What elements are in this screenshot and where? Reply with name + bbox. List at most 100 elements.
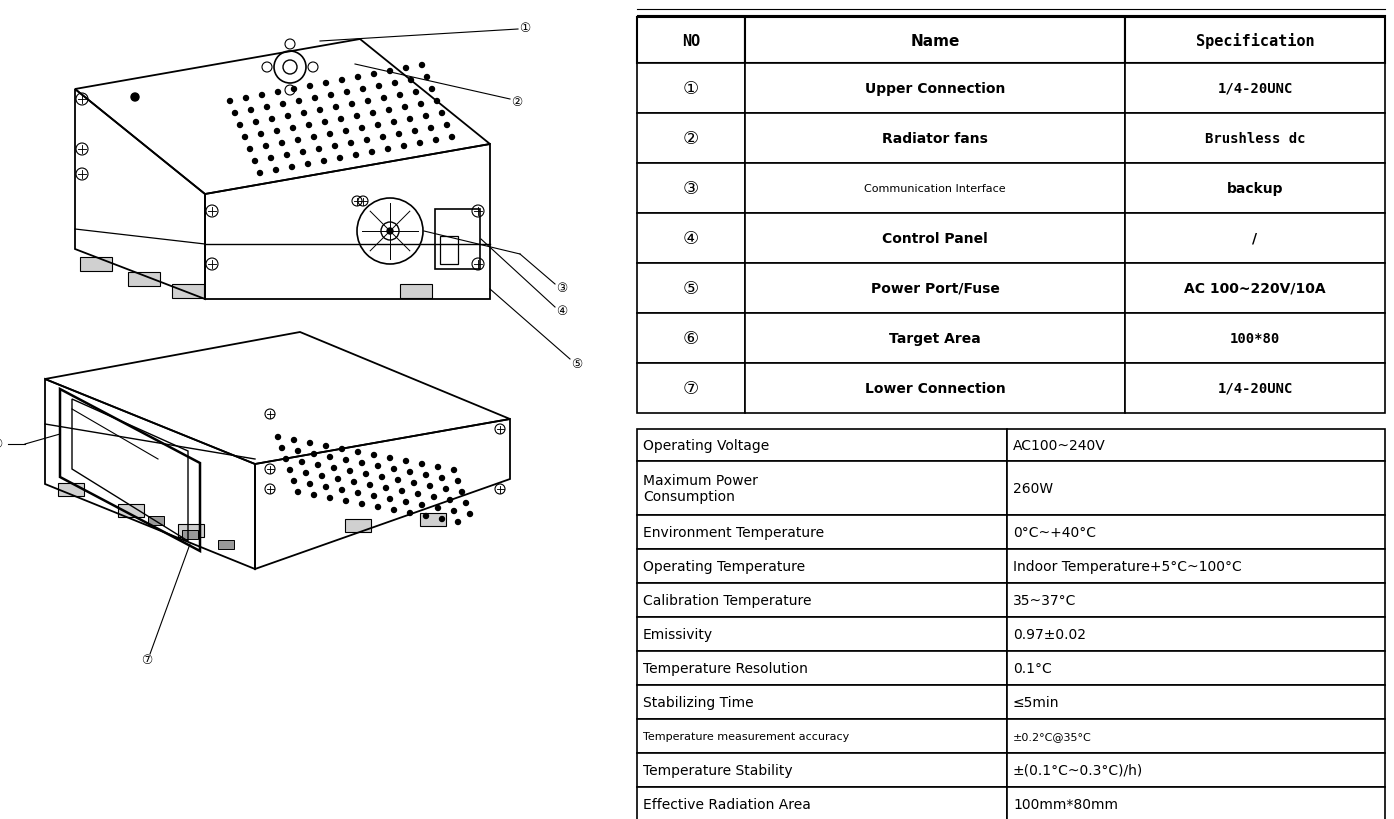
Bar [637,583,1006,618]
Circle shape [371,72,376,78]
Circle shape [254,120,258,125]
Circle shape [296,138,301,143]
Bar [1125,114,1386,164]
Circle shape [435,465,441,470]
Circle shape [347,469,353,474]
Bar [1006,515,1386,550]
Text: ±(0.1°C~0.3°C)/h): ±(0.1°C~0.3°C)/h) [1013,763,1143,777]
Text: backup: backup [1227,182,1284,196]
Circle shape [417,142,422,147]
Bar [637,264,744,314]
Circle shape [360,461,364,466]
Circle shape [439,111,445,116]
Circle shape [376,84,382,89]
Circle shape [328,455,333,460]
Circle shape [392,120,396,125]
Text: 100mm*80mm: 100mm*80mm [1013,797,1118,811]
Circle shape [420,63,425,69]
Text: Calibration Temperature: Calibration Temperature [643,593,811,607]
Bar [1125,264,1386,314]
Circle shape [403,106,407,111]
Bar [183,531,198,540]
Circle shape [355,491,361,495]
Circle shape [381,135,386,140]
Circle shape [322,160,326,165]
Circle shape [296,449,301,454]
Circle shape [323,81,329,86]
Circle shape [396,478,400,483]
Circle shape [243,135,248,140]
Text: Radiator fans: Radiator fans [882,132,988,146]
Bar [637,515,1006,550]
Circle shape [368,483,372,488]
Circle shape [397,93,403,98]
Bar [59,483,84,496]
Circle shape [428,484,432,489]
Bar [744,164,1125,214]
Text: Stabilizing Time: Stabilizing Time [643,695,754,709]
Circle shape [286,115,290,120]
Circle shape [328,495,333,501]
Bar [1125,64,1386,114]
Text: ≤5min: ≤5min [1013,695,1059,709]
Circle shape [333,106,339,111]
Text: ③: ③ [556,283,567,295]
Circle shape [323,485,329,490]
Text: 35~37°C: 35~37°C [1013,593,1076,607]
Bar [637,364,744,414]
Circle shape [273,168,279,174]
Circle shape [348,142,354,147]
Circle shape [361,88,365,93]
Bar [1006,583,1386,618]
Bar [637,164,744,214]
Circle shape [401,144,407,149]
Circle shape [233,111,237,116]
Circle shape [332,466,336,471]
Circle shape [388,497,393,502]
Circle shape [355,75,361,80]
Circle shape [445,124,449,129]
Text: ②: ② [512,97,523,110]
Circle shape [452,468,456,473]
Circle shape [439,517,445,522]
Circle shape [435,506,441,511]
Circle shape [447,498,453,503]
Text: 0°C~+40°C: 0°C~+40°C [1013,525,1096,540]
Circle shape [392,508,396,513]
Circle shape [375,124,381,129]
Text: Environment Temperature: Environment Temperature [643,525,824,540]
Text: Control Panel: Control Panel [882,232,988,246]
Circle shape [290,126,296,131]
Circle shape [386,147,390,152]
Circle shape [343,499,348,504]
Bar [637,753,1006,787]
Circle shape [280,142,284,147]
Circle shape [400,489,404,494]
Circle shape [340,79,344,84]
Circle shape [296,490,301,495]
Text: Upper Connection: Upper Connection [864,82,1005,96]
Text: Effective Radiation Area: Effective Radiation Area [643,797,811,811]
Circle shape [276,435,280,440]
Circle shape [307,124,311,129]
Bar [637,719,1006,753]
Circle shape [371,111,375,116]
Circle shape [276,90,280,95]
Text: ⑦: ⑦ [141,654,152,667]
Circle shape [392,467,396,472]
Circle shape [308,482,312,487]
Text: ④: ④ [683,229,698,247]
Bar [118,505,144,518]
Circle shape [355,450,361,455]
Bar [1006,651,1386,686]
Circle shape [407,117,413,122]
Circle shape [301,111,307,116]
Circle shape [443,487,449,492]
Circle shape [318,108,322,113]
Circle shape [258,133,263,138]
Circle shape [340,488,344,493]
Bar [1006,550,1386,583]
Circle shape [382,97,386,102]
Circle shape [365,99,371,104]
Text: 0.97±0.02: 0.97±0.02 [1013,627,1086,641]
